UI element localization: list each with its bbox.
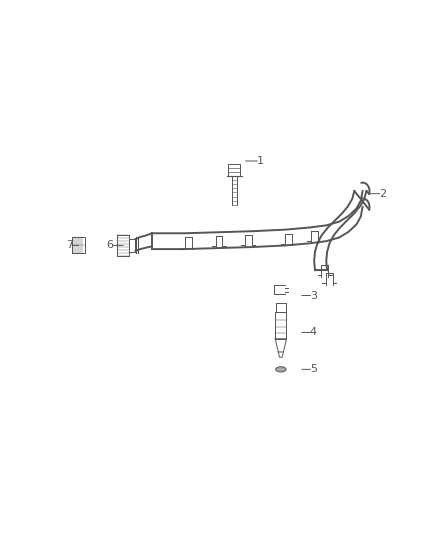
Text: 4: 4 — [310, 327, 317, 337]
Text: 1: 1 — [257, 156, 264, 166]
Text: 5: 5 — [310, 365, 317, 374]
Text: 3: 3 — [310, 290, 317, 301]
Text: 6: 6 — [106, 240, 113, 251]
Text: 2: 2 — [379, 189, 386, 199]
Text: 7: 7 — [66, 240, 74, 251]
Ellipse shape — [276, 367, 286, 372]
